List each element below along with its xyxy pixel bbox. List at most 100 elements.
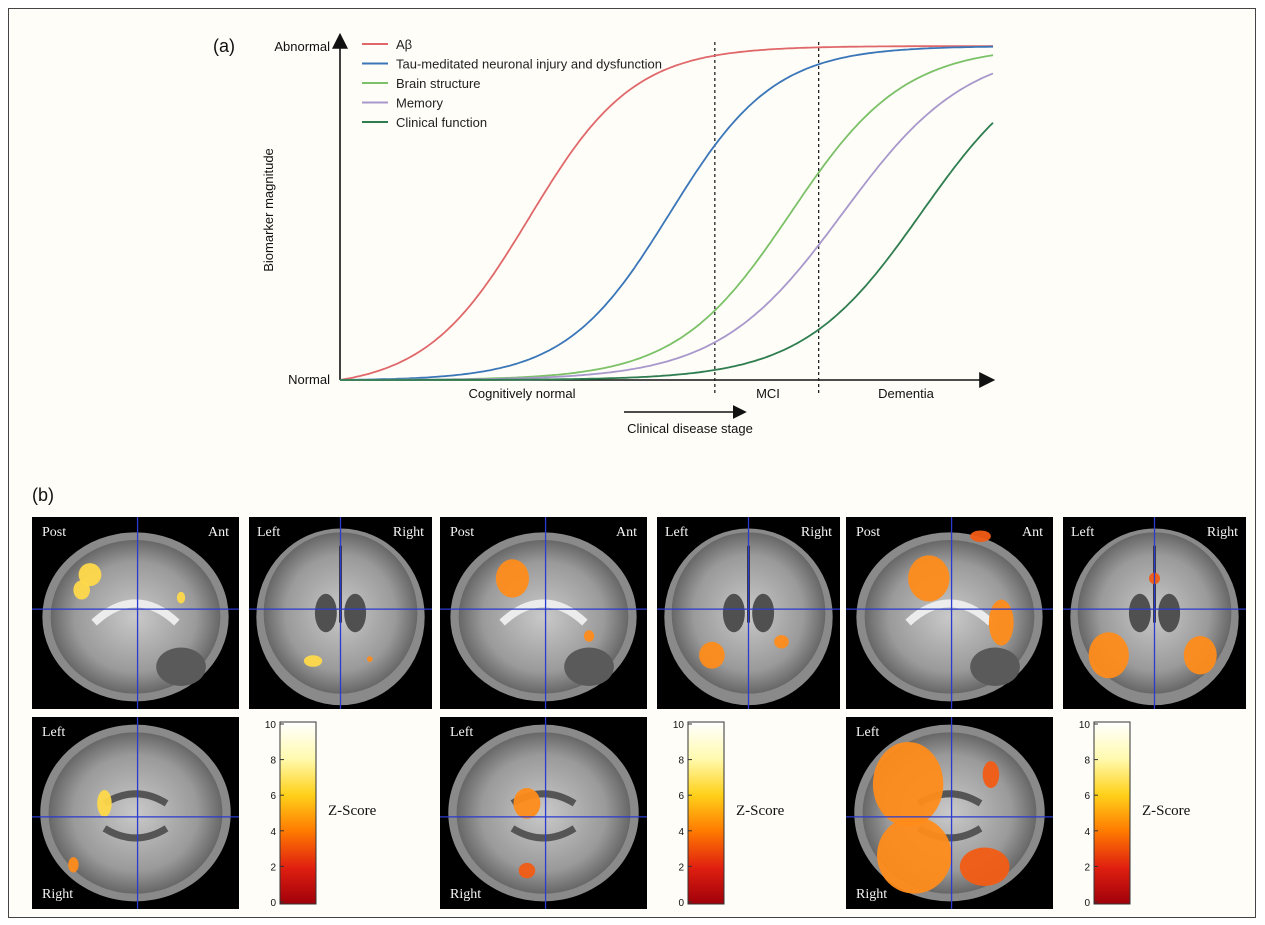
activation-cluster <box>872 741 944 827</box>
series-line <box>340 45 993 381</box>
coronal-scan: Left Right <box>1063 517 1246 709</box>
orientation-label-right: Right <box>800 525 832 540</box>
scan-group: Post Ant Left Right Left Right 10 8 6 4 2 0 Z-Score <box>846 517 1246 912</box>
colorbar-graphic: 10 8 6 4 2 0 <box>1079 720 1131 909</box>
orientation-label-left: Left <box>42 725 66 740</box>
cerebellum-region <box>970 647 1020 686</box>
z-score-colorbar: 10 8 6 4 2 0 <box>258 720 328 912</box>
colorbar-tick-label: 4 <box>270 827 276 838</box>
legend-entry: Memory <box>396 96 443 111</box>
colorbar-tick-label: 6 <box>270 791 276 802</box>
axial-scan: Left Right <box>440 717 647 909</box>
activation-cluster <box>303 655 323 667</box>
stage-label: Cognitively normal <box>469 386 576 401</box>
orientation-label-left: Left <box>1071 525 1095 540</box>
orientation-label-right: Right <box>450 887 482 902</box>
axial-brain-image <box>32 717 239 909</box>
orientation-label-posterior: Post <box>42 525 67 540</box>
biomarker-chart: (a) Abnormal Normal Biomarker magnitude Cog… <box>213 32 996 436</box>
activation-cluster <box>970 530 991 542</box>
colorbar-tick-label: 6 <box>1084 791 1090 802</box>
activation-cluster <box>68 857 79 873</box>
colorbar-tick-label: 0 <box>270 898 276 909</box>
x-axis-label: Clinical disease stage <box>627 421 753 436</box>
legend-entry: Aβ <box>396 37 412 52</box>
cerebellum-region <box>564 647 614 686</box>
brain-tissue <box>48 732 223 894</box>
colorbar-gradient <box>1093 721 1131 905</box>
legend-entry: Brain structure <box>396 76 481 91</box>
chart-legend: Aβ Tau-meditated neuronal injury and dysf… <box>362 37 662 130</box>
ventricle-left <box>1128 593 1151 633</box>
activation-cluster <box>495 559 530 598</box>
activation-cluster <box>1088 632 1129 679</box>
colorbar-tick-label: 4 <box>1084 827 1090 838</box>
legend-entry: Tau-meditated neuronal injury and dysfun… <box>396 57 662 72</box>
activation-cluster <box>877 816 952 894</box>
brain-tissue <box>456 732 631 894</box>
activation-cluster <box>78 563 102 587</box>
colorbar-tick-label: 0 <box>1084 898 1090 909</box>
ventricle-right <box>752 593 775 633</box>
z-score-colorbar: 10 8 6 4 2 0 <box>666 720 736 912</box>
cerebellum-region <box>156 647 206 686</box>
legend-entry: Clinical function <box>396 115 487 130</box>
axial-scan: Left Right <box>846 717 1053 909</box>
corpus-callosum <box>905 599 994 626</box>
series-line <box>340 122 994 381</box>
sagittal-brain-image <box>32 517 239 709</box>
colorbar-tick-label: 2 <box>270 862 276 873</box>
activation-cluster <box>176 591 186 604</box>
z-score-colorbar: 10 8 6 4 2 0 <box>1072 720 1142 912</box>
orientation-label-posterior: Post <box>450 525 475 540</box>
activation-cluster <box>583 630 595 642</box>
activation-cluster <box>908 555 950 602</box>
ventricle-bottom <box>102 825 169 842</box>
colorbar-tick-label: 6 <box>678 791 684 802</box>
coronal-scan: Left Right <box>657 517 840 709</box>
colorbar-tick-label: 4 <box>678 827 684 838</box>
colorbar-graphic: 10 8 6 4 2 0 <box>673 720 725 909</box>
panel-b-label: (b) <box>32 485 54 505</box>
activation-cluster <box>513 788 541 819</box>
ventricle-right <box>344 593 367 633</box>
colorbar-tick-label: 2 <box>678 862 684 873</box>
z-score-label: Z-Score <box>328 803 377 819</box>
axial-scan: Left Right <box>32 717 239 909</box>
sagittal-brain-image <box>846 517 1053 709</box>
activation-cluster <box>367 656 373 662</box>
colorbar-tick-label: 8 <box>1084 756 1090 767</box>
orientation-label-left: Left <box>450 725 474 740</box>
orientation-label-left: Left <box>665 525 689 540</box>
stage-label: Dementia <box>878 386 934 401</box>
activation-cluster <box>1183 636 1217 675</box>
series-line <box>339 45 994 381</box>
activation-cluster <box>518 862 536 879</box>
y-tick-abnormal: Abnormal <box>274 39 330 54</box>
colorbar-tick-label: 8 <box>270 756 276 767</box>
orientation-label-left: Left <box>856 725 880 740</box>
z-score-label: Z-Score <box>736 803 785 819</box>
panel-a-label: (a) <box>213 36 235 56</box>
ventricle-left <box>722 593 745 633</box>
orientation-label-left: Left <box>257 525 281 540</box>
coronal-brain-image <box>249 517 432 709</box>
colorbar-gradient <box>279 721 317 905</box>
axial-brain-image <box>846 717 1053 909</box>
orientation-label-anterior: Ant <box>208 525 229 540</box>
ventricle-right <box>1158 593 1181 633</box>
activation-cluster <box>982 761 1000 789</box>
ventricle-bottom <box>510 825 577 842</box>
ventricle-left <box>314 593 337 633</box>
orientation-label-right: Right <box>392 525 424 540</box>
y-tick-normal: Normal <box>288 372 330 387</box>
axial-brain-image <box>440 717 647 909</box>
activation-cluster <box>97 789 112 817</box>
z-score-label: Z-Score <box>1142 803 1191 819</box>
colorbar-tick-label: 8 <box>678 756 684 767</box>
orientation-label-posterior: Post <box>856 525 881 540</box>
y-axis-label: Biomarker magnitude <box>261 148 276 272</box>
colorbar-tick-label: 10 <box>1079 720 1091 731</box>
corpus-callosum <box>91 599 180 626</box>
orientation-label-right: Right <box>856 887 888 902</box>
